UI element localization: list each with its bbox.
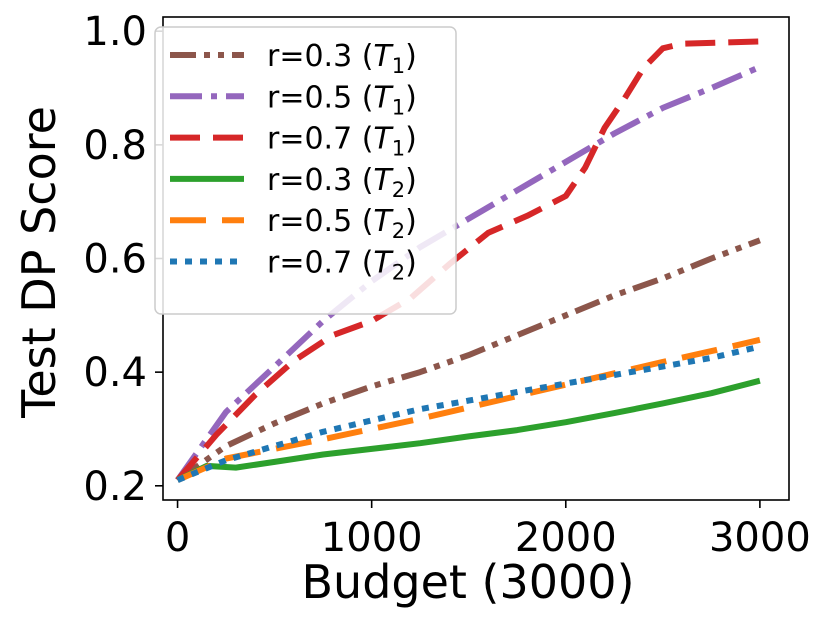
- series-line-4: [176, 377, 761, 483]
- series-layer: [175, 38, 762, 483]
- y-axis-label: Test DP Score: [12, 106, 66, 419]
- series-line-2: [175, 64, 762, 482]
- legend-entry: r=0.5 (T1): [170, 80, 417, 119]
- x-axis: 0 1000 2000 3000: [165, 500, 811, 561]
- y-tick-label: 0.2: [83, 464, 147, 510]
- legend-label: r=0.3 (T1): [267, 39, 417, 78]
- x-tick-label: 0: [165, 515, 190, 561]
- x-tick-label: 3000: [709, 515, 811, 561]
- legend-entry: r=0.7 (T2): [170, 246, 417, 285]
- series-line-6: [176, 343, 761, 483]
- legend-label: r=0.3 (T2): [267, 163, 417, 202]
- y-tick-label: 0.6: [83, 237, 147, 283]
- legend-label: r=0.7 (T1): [267, 122, 417, 161]
- legend: r=0.3 (T1)r=0.5 (T1)r=0.7 (T1)r=0.3 (T2)…: [154, 26, 457, 315]
- legend-entry: r=0.5 (T2): [170, 204, 417, 243]
- x-tick-label: 2000: [515, 515, 617, 561]
- legend-label: r=0.5 (T2): [267, 204, 417, 243]
- legend-entry: r=0.3 (T1): [170, 39, 417, 78]
- x-axis-label: Budget (3000): [301, 555, 634, 609]
- x-tick-label: 1000: [321, 515, 423, 561]
- y-tick-label: 0.8: [83, 123, 147, 169]
- series-line-3: [175, 38, 760, 483]
- legend-label: r=0.5 (T1): [267, 80, 417, 119]
- series-line-1: [175, 237, 761, 483]
- legend-entry: r=0.3 (T2): [170, 163, 417, 202]
- series-line-5: [176, 336, 761, 483]
- y-axis: 0.2 0.4 0.6 0.8 1.0: [83, 9, 163, 510]
- legend-entry: r=0.7 (T1): [170, 122, 417, 161]
- y-tick-label: 0.4: [83, 350, 147, 396]
- legend-label: r=0.7 (T2): [267, 246, 417, 285]
- y-tick-label: 1.0: [83, 9, 147, 55]
